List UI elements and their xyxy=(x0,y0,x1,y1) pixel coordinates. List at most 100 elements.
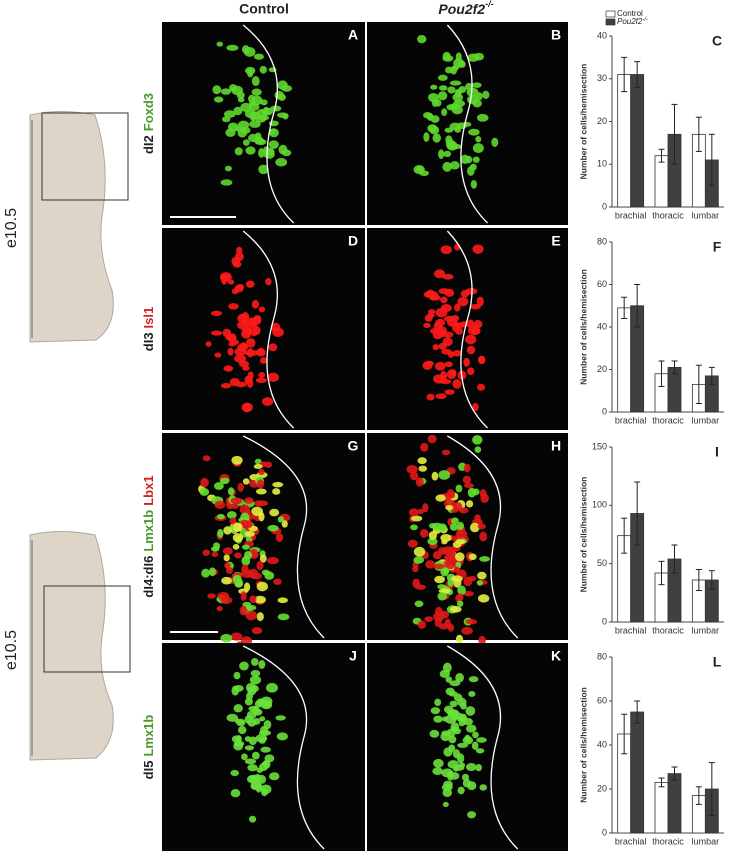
cell xyxy=(261,397,274,406)
cell xyxy=(425,560,436,569)
cell xyxy=(491,137,499,148)
cell xyxy=(423,322,431,329)
cell xyxy=(224,110,236,118)
cell xyxy=(233,684,244,692)
row-cell-type: dI4:dI6 xyxy=(141,556,156,598)
y-axis-label: Number of cells/hemisection xyxy=(578,687,588,803)
cell xyxy=(471,741,479,750)
cell xyxy=(201,568,211,578)
cell xyxy=(426,393,435,401)
cell xyxy=(440,567,449,577)
cell xyxy=(255,488,267,495)
region-box xyxy=(41,112,129,201)
error-bar xyxy=(708,762,715,816)
cell xyxy=(455,634,464,644)
cell xyxy=(439,669,450,678)
row-label: dI3 Isl1 xyxy=(141,307,156,351)
cell xyxy=(255,783,262,793)
x-tick-label: lumbar xyxy=(692,836,720,846)
cell xyxy=(472,143,484,154)
panel-label: C xyxy=(712,33,722,49)
cell xyxy=(427,434,437,444)
cell xyxy=(253,773,262,784)
cell xyxy=(245,338,256,348)
cell xyxy=(434,99,442,107)
cell xyxy=(472,435,483,445)
cell xyxy=(458,762,466,768)
y-tick-label: 60 xyxy=(597,279,607,289)
cell xyxy=(202,455,211,462)
cell xyxy=(479,531,488,542)
cell xyxy=(467,811,477,819)
cell xyxy=(444,288,455,297)
cell xyxy=(410,524,418,531)
cell xyxy=(452,65,459,71)
cell xyxy=(433,758,444,768)
cell xyxy=(233,741,244,751)
cell xyxy=(465,618,478,625)
cell xyxy=(449,680,461,687)
cell xyxy=(230,632,243,641)
cell xyxy=(200,477,209,488)
cell xyxy=(233,704,243,713)
cell xyxy=(259,554,267,563)
cell xyxy=(247,685,257,696)
cell xyxy=(437,591,448,601)
cell xyxy=(277,516,285,523)
cell xyxy=(275,715,286,721)
cell xyxy=(212,85,222,95)
error-bar xyxy=(695,569,702,591)
cell xyxy=(251,317,262,326)
cell xyxy=(208,567,216,577)
cell xyxy=(437,91,448,101)
cell xyxy=(435,393,447,400)
cell xyxy=(463,590,474,597)
panel-label: E xyxy=(551,233,560,249)
cell xyxy=(456,753,465,764)
legend-name: Control xyxy=(617,9,643,18)
cell xyxy=(451,575,463,583)
cell xyxy=(273,578,282,585)
cell xyxy=(452,379,462,389)
cell xyxy=(259,730,272,736)
cell xyxy=(451,315,460,322)
cell xyxy=(265,277,272,286)
cell xyxy=(230,497,243,505)
cell xyxy=(446,369,457,380)
cell xyxy=(246,378,254,388)
cell xyxy=(444,361,453,368)
cell xyxy=(255,377,267,384)
cell xyxy=(430,84,438,90)
panel-label: J xyxy=(349,648,357,664)
cell xyxy=(277,613,290,621)
cell xyxy=(468,676,479,683)
cell xyxy=(232,574,242,585)
cell xyxy=(262,106,270,116)
cell xyxy=(417,34,427,44)
cell xyxy=(230,769,240,777)
cell xyxy=(227,487,235,496)
cell xyxy=(472,156,480,163)
tissue-boundary xyxy=(446,230,489,429)
y-tick-label: 30 xyxy=(597,73,607,83)
cell xyxy=(220,633,233,643)
cell xyxy=(474,446,482,453)
cell xyxy=(465,724,477,733)
cell xyxy=(445,504,454,511)
y-tick-label: 0 xyxy=(602,616,607,626)
cell xyxy=(442,801,449,807)
row-cell-type: dI5 xyxy=(141,761,156,780)
cell xyxy=(434,361,446,371)
y-tick-label: 20 xyxy=(597,364,607,374)
error-bar xyxy=(621,713,628,755)
cell xyxy=(251,657,259,666)
cell xyxy=(232,522,243,532)
x-tick-label: lumbar xyxy=(692,210,720,220)
y-tick-label: 40 xyxy=(597,30,607,40)
cell xyxy=(264,571,275,580)
y-tick-label: 0 xyxy=(602,201,607,211)
cell xyxy=(475,92,483,101)
cell xyxy=(426,112,434,121)
cell xyxy=(214,352,222,358)
cell xyxy=(417,508,424,515)
